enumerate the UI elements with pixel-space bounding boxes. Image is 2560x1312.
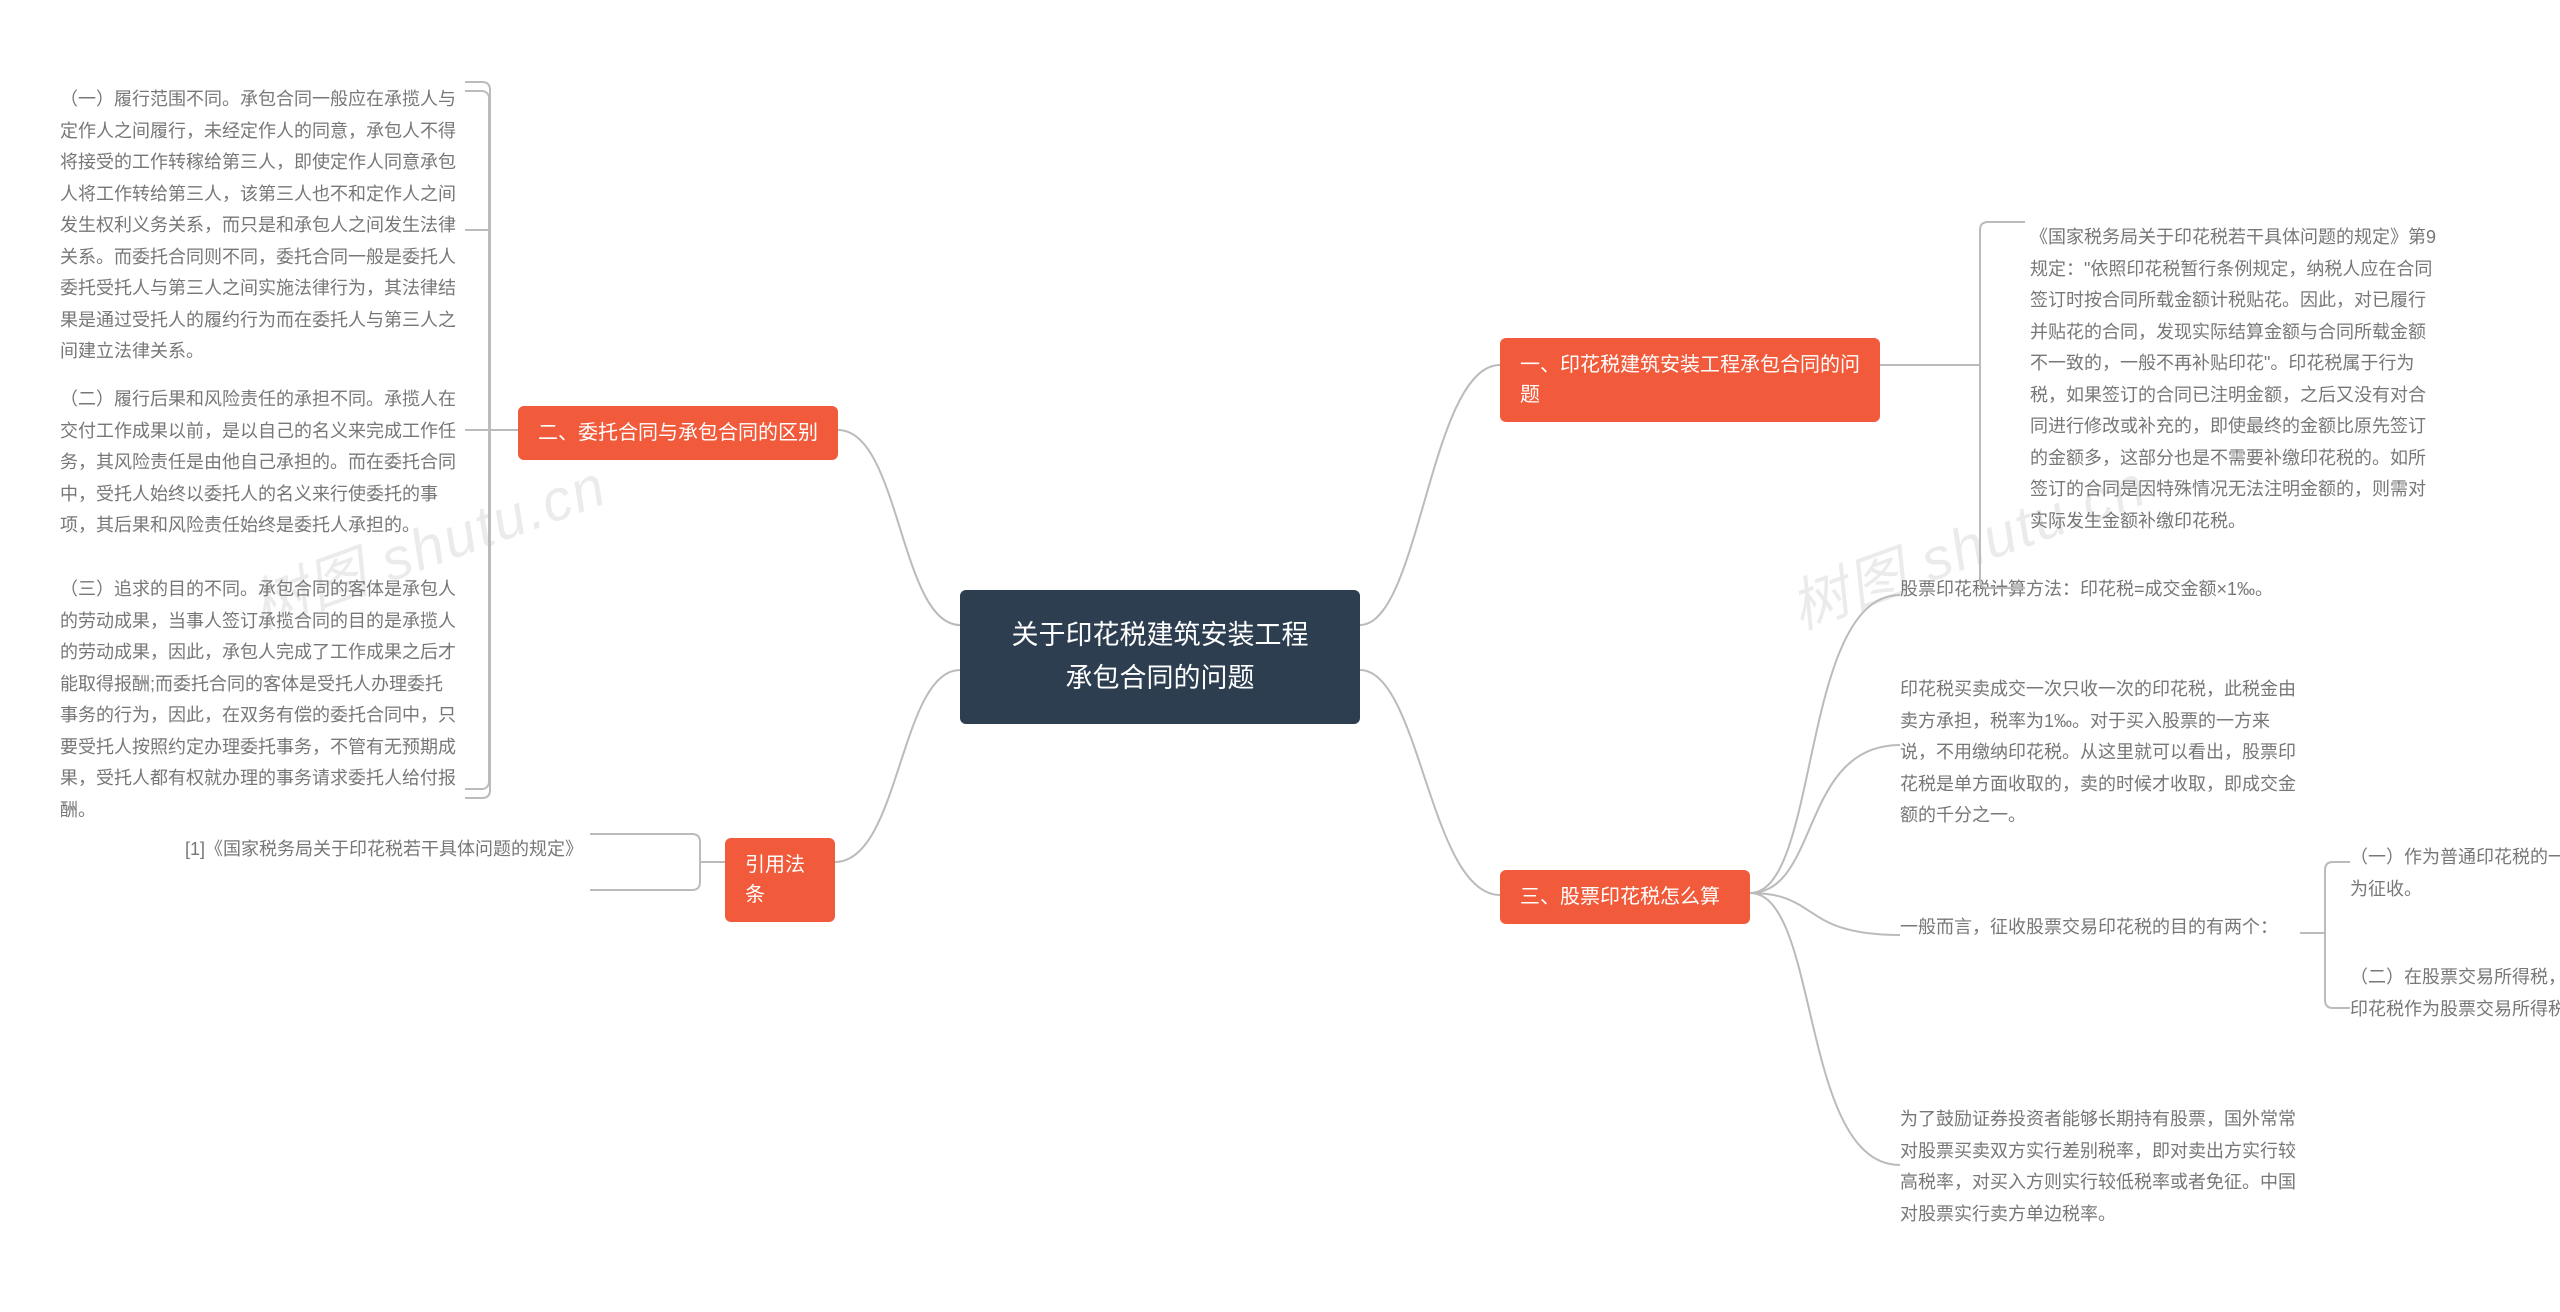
branch-1-label: 一、印花税建筑安装工程承包合同的问题 xyxy=(1520,354,1860,406)
branch-1-leaf: 《国家税务局关于印花税若干具体问题的规定》第9规定："依照印花税暂行条例规定，纳… xyxy=(2030,218,2440,541)
branch-1: 一、印花税建筑安装工程承包合同的问题 xyxy=(1500,338,1880,422)
branch-3-leaf2: 印花税买卖成交一次只收一次的印花税，此税金由卖方承担，税率为1‰。对于买入股票的… xyxy=(1900,670,2300,836)
branch-3-label: 三、股票印花税怎么算 xyxy=(1520,886,1720,908)
center-line2: 承包合同的问题 xyxy=(992,657,1328,700)
branch-2-leaf1: （一）履行范围不同。承包合同一般应在承揽人与定作人之间履行，未经定作人的同意，承… xyxy=(60,80,460,372)
center-node: 关于印花税建筑安装工程 承包合同的问题 xyxy=(960,590,1360,724)
branch-3-leaf3b: （二）在股票交易所得税，难于征收的情况下，以印花税作为股票交易所得税的替代税种。 xyxy=(2350,958,2560,1029)
branch-3: 三、股票印花税怎么算 xyxy=(1500,870,1750,924)
branch-3-leaf4: 为了鼓励证券投资者能够长期持有股票，国外常常对股票买卖双方实行差别税率，即对卖出… xyxy=(1900,1100,2300,1234)
branch-ref: 引用法条 xyxy=(725,838,835,922)
branch-ref-label: 引用法条 xyxy=(745,854,805,906)
bracket-b2 xyxy=(465,90,490,790)
branch-2-label: 二、委托合同与承包合同的区别 xyxy=(538,422,818,444)
branch-2-leaf2: （二）履行后果和风险责任的承担不同。承揽人在交付工作成果以前，是以自己的名义来完… xyxy=(60,380,460,546)
branch-3-leaf1: 股票印花税计算方法：印花税=成交金额×1‰。 xyxy=(1900,570,2300,610)
branch-2: 二、委托合同与承包合同的区别 xyxy=(518,406,838,460)
branch-3-leaf3: 一般而言，征收股票交易印花税的目的有两个： xyxy=(1900,908,2300,948)
branch-3-leaf3a: （一）作为普通印花税的一个税目，对股票交易行为征收。 xyxy=(2350,838,2560,909)
branch-2-leaf3: （三）追求的目的不同。承包合同的客体是承包人的劳动成果，当事人签订承揽合同的目的… xyxy=(60,570,460,830)
branch-ref-leaf: [1]《国家税务局关于印花税若干具体问题的规定》 xyxy=(185,830,585,870)
center-line1: 关于印花税建筑安装工程 xyxy=(992,614,1328,657)
